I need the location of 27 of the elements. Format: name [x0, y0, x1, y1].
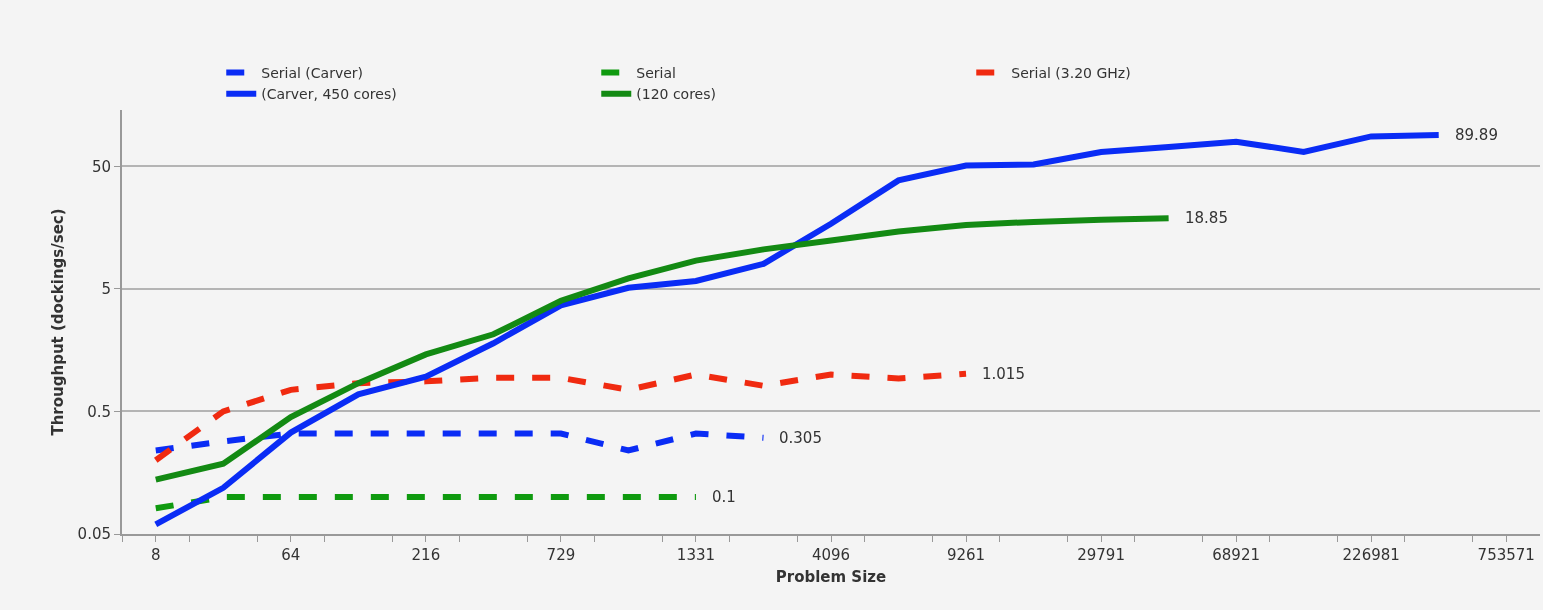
x-tick-label: 729 [546, 546, 576, 564]
y-axis-title: Throughput (dockings/sec) [49, 208, 68, 436]
x-tick-label: 68921 [1212, 546, 1260, 564]
data-label: 18.85 [1185, 209, 1228, 227]
legend-label: Serial (Carver) [261, 65, 364, 82]
x-tick-label: 4096 [811, 546, 851, 564]
x-tick-label: 226981 [1342, 546, 1400, 564]
legend-label: Serial (3.20 GHz) [1011, 65, 1131, 82]
data-label: 89.89 [1455, 126, 1498, 144]
y-tick-label: 0.5 [87, 402, 111, 421]
x-tick-label: 216 [411, 546, 441, 564]
x-tick-label: 64 [281, 546, 301, 564]
legend-label: (Carver, 450 cores) [261, 86, 397, 103]
data-label: 1.015 [982, 365, 1025, 383]
x-tick-label: 1331 [676, 546, 716, 564]
x-tick-label: 9261 [946, 546, 986, 564]
x-tick-label: 753571 [1477, 546, 1535, 564]
x-tick-label: 29791 [1077, 546, 1125, 564]
data-label: 0.305 [779, 429, 822, 447]
y-tick-label: 5 [101, 280, 111, 299]
y-tick-label: 50 [91, 157, 111, 176]
legend-label: (120 cores) [636, 86, 716, 103]
y-tick-label: 0.05 [77, 525, 111, 544]
x-axis-title: Problem Size [775, 567, 887, 586]
legend-label: Serial [636, 65, 676, 82]
data-label: 0.1 [712, 488, 736, 506]
x-tick-label: 8 [150, 546, 161, 564]
